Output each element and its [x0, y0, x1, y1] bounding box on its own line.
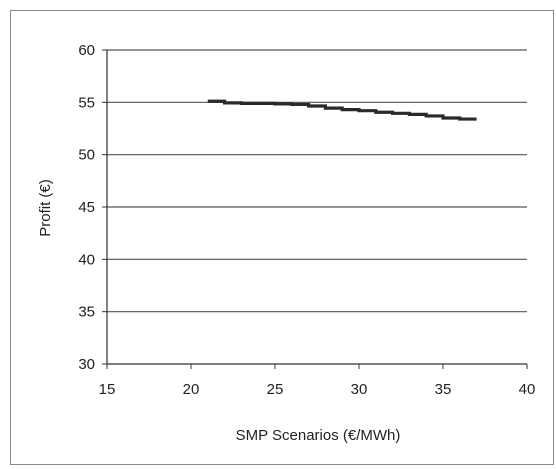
x-tick-label-30: 30: [351, 381, 368, 398]
y-tick-label-40: 40: [78, 251, 95, 268]
x-tick-labels: 15 20 25 30 35 40: [99, 381, 536, 398]
x-tick-label-40: 40: [519, 381, 536, 398]
y-tick-labels: 30 35 40 45 50 55 60: [78, 42, 95, 373]
y-tick-label-45: 45: [78, 199, 95, 216]
series-line-0: [207, 99, 477, 121]
y-tick-label-55: 55: [78, 94, 95, 111]
x-tick-label-35: 35: [435, 381, 452, 398]
series-lines: [207, 99, 477, 121]
x-tick-label-20: 20: [183, 381, 200, 398]
x-tick-label-15: 15: [99, 381, 116, 398]
x-axis-label: SMP Scenarios (€/MWh): [236, 427, 401, 444]
chart-frame: [10, 10, 554, 465]
y-tick-label-60: 60: [78, 42, 95, 59]
y-tick-label-35: 35: [78, 304, 95, 321]
gridlines: [107, 49, 527, 313]
y-tick-label-50: 50: [78, 147, 95, 164]
y-tick-label-30: 30: [78, 356, 95, 373]
x-tick-label-25: 25: [267, 381, 284, 398]
axes: [102, 49, 528, 369]
y-axis-label: Profit (€): [37, 179, 54, 237]
